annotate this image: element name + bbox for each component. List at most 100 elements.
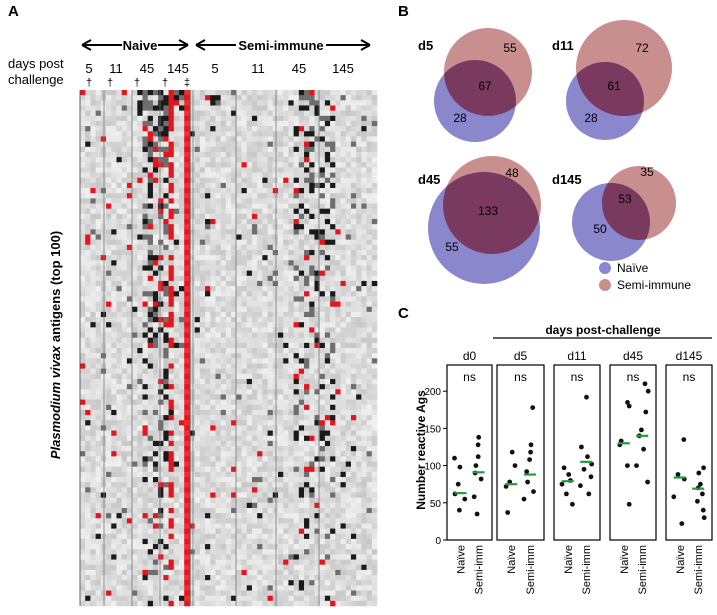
heatmap-cell — [231, 146, 237, 153]
heatmap-cell — [262, 575, 268, 581]
heatmap-cell — [236, 528, 242, 535]
heatmap-cell — [168, 141, 175, 148]
heatmap-cell — [304, 105, 310, 111]
heatmap-cell — [184, 193, 190, 199]
heatmap-cell — [132, 131, 138, 137]
heatmap-cell — [152, 528, 159, 535]
heatmap-cell — [210, 575, 216, 581]
heatmap-cell — [304, 420, 310, 426]
heatmap-cell — [272, 378, 279, 385]
heatmap-cell — [251, 157, 258, 163]
heatmap-cell — [319, 559, 326, 566]
heatmap-cell — [100, 585, 107, 591]
heatmap-cell — [137, 569, 143, 576]
heatmap-cell — [330, 544, 336, 550]
heatmap-cell — [319, 513, 326, 519]
heatmap-cell — [95, 399, 102, 406]
heatmap-cell — [319, 146, 326, 153]
heatmap-cell — [241, 167, 248, 173]
heatmap-cell — [132, 502, 138, 509]
heatmap-cell — [298, 265, 305, 271]
heatmap-cell — [158, 249, 164, 256]
dagger-3: † — [134, 77, 140, 89]
heatmap-cell — [236, 518, 242, 524]
heatmap-cell — [95, 157, 102, 163]
heatmap-cell — [106, 358, 112, 364]
heatmap-cell — [132, 311, 138, 318]
heatmap-cell — [126, 554, 133, 560]
heatmap-cell — [309, 177, 315, 184]
heatmap-cell — [168, 420, 175, 426]
heatmap-cell — [147, 595, 154, 602]
heatmap-cell — [220, 466, 227, 473]
heatmap-cell — [137, 100, 143, 106]
heatmap-cell — [288, 110, 294, 117]
heatmap-cell — [85, 342, 91, 349]
heatmap-cell — [184, 456, 190, 462]
heatmap-cell — [121, 585, 128, 591]
heatmap-cell — [220, 301, 227, 308]
heatmap-cell — [121, 286, 128, 292]
heatmap-cell — [205, 363, 211, 369]
heatmap-cell — [179, 270, 185, 277]
heatmap-cell — [184, 533, 190, 540]
heatmap-cell — [304, 234, 310, 240]
heatmap-cell — [267, 466, 274, 473]
heatmap-cell — [304, 193, 310, 199]
heatmap-cell — [85, 425, 91, 431]
heatmap-cell — [184, 317, 190, 323]
heatmap-cell — [205, 482, 211, 488]
heatmap-cell — [288, 394, 294, 400]
heatmap-cell — [126, 358, 133, 364]
heatmap-cell — [288, 239, 294, 246]
heatmap-cell — [330, 337, 336, 344]
heatmap-cell — [111, 126, 117, 132]
heatmap-cell — [147, 136, 154, 142]
heatmap-cell — [241, 342, 248, 349]
heatmap-cell — [80, 208, 86, 215]
heatmap-cell — [184, 389, 190, 395]
heatmap-cell — [288, 368, 294, 375]
heatmap-cell — [319, 523, 326, 529]
heatmap-cell — [293, 131, 300, 137]
heatmap-cell — [111, 182, 117, 189]
heatmap-cell — [147, 224, 154, 230]
heatmap-cell — [163, 404, 169, 411]
heatmap-cell — [225, 265, 232, 271]
heatmap-cell — [152, 399, 159, 406]
heatmap-cell — [272, 502, 279, 509]
heatmap-cell — [158, 95, 164, 101]
heatmap-cell — [220, 275, 227, 282]
heatmap-cell — [85, 461, 91, 467]
heatmap-cell — [210, 157, 216, 163]
heatmap-cell — [147, 208, 154, 215]
heatmap-cell — [111, 569, 117, 576]
heatmap-cell — [173, 466, 180, 473]
heatmap-cell — [319, 575, 326, 581]
heatmap-cell — [184, 105, 190, 111]
heatmap-cell — [225, 244, 232, 251]
heatmap-cell — [314, 249, 320, 256]
heatmap-cell — [241, 136, 248, 142]
heatmap-cell — [319, 182, 326, 189]
heatmap-cell — [231, 255, 237, 261]
heatmap-cell — [137, 244, 143, 251]
heatmap-cell — [293, 492, 300, 498]
heatmap-cell — [335, 451, 341, 457]
heatmap-cell — [179, 600, 185, 607]
heatmap-cell — [90, 90, 96, 96]
heatmap-cell — [220, 502, 227, 509]
heatmap-cell — [85, 373, 91, 380]
heatmap-cell — [298, 394, 305, 400]
heatmap-cell — [116, 600, 122, 607]
heatmap-cell — [168, 353, 175, 359]
heatmap-cell — [288, 244, 294, 251]
heatmap-cell — [100, 482, 107, 488]
heatmap-cell — [173, 332, 180, 338]
heatmap-cell — [100, 471, 107, 478]
heatmap-cell — [278, 239, 284, 246]
heatmap-cell — [132, 409, 138, 416]
heatmap-cell — [267, 348, 274, 354]
heatmap-cell — [100, 162, 107, 168]
heatmap-cell — [251, 115, 258, 122]
